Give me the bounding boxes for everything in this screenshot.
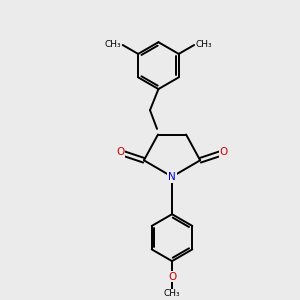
Text: O: O	[116, 147, 124, 157]
Text: O: O	[168, 272, 176, 282]
Text: O: O	[220, 147, 228, 157]
Text: CH₃: CH₃	[164, 290, 180, 298]
Text: CH₃: CH₃	[195, 40, 212, 49]
Text: N: N	[168, 172, 176, 182]
Text: CH₃: CH₃	[104, 40, 121, 49]
